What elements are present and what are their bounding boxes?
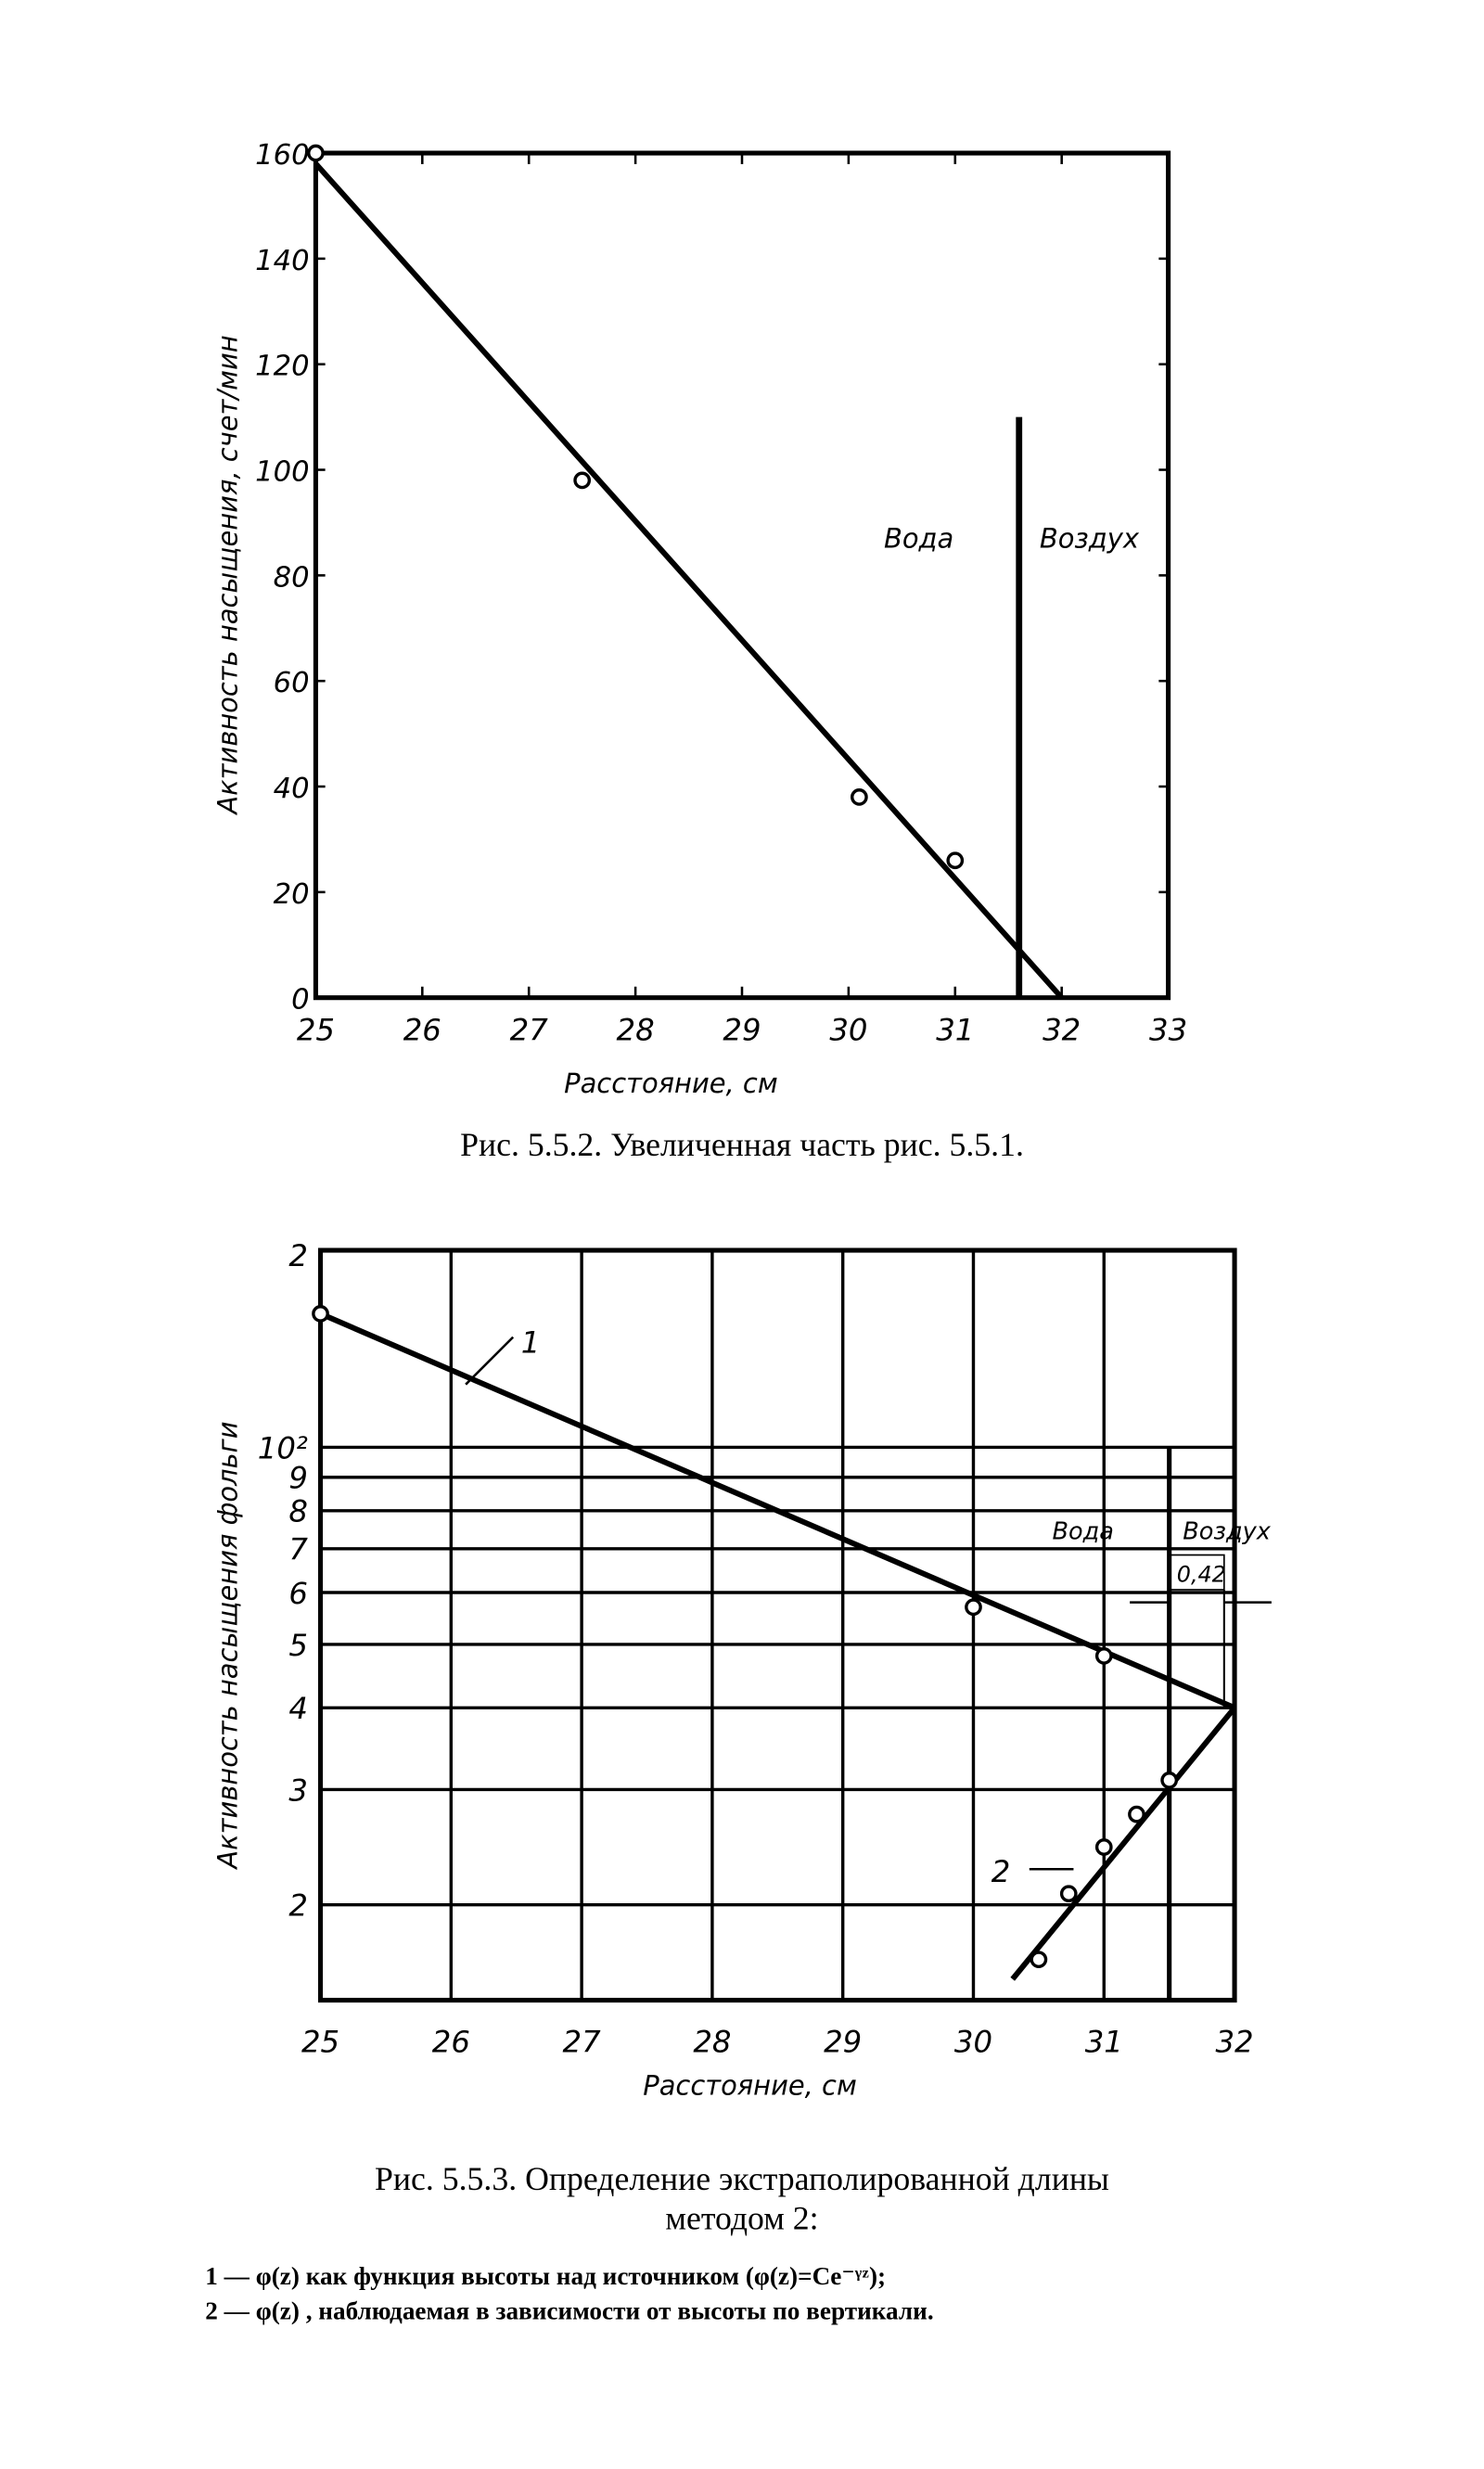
x-tick-label: 31 [1085,2025,1123,2060]
x-tick-label: 33 [1149,1013,1187,1048]
y-tick-label: 7 [288,1532,308,1567]
x-tick-label: 25 [297,1013,335,1048]
y-tick-label: 5 [288,1628,308,1663]
y-tick-label: 6 [288,1576,308,1611]
data-point-series-2 [1030,1951,1048,1969]
y-tick-label: 140 [255,245,309,277]
y-tick-label: 20 [274,878,310,911]
x-tick-label: 30 [954,2025,992,2060]
data-point-series-1 [312,1305,329,1323]
x-tick-label: 25 [301,2025,339,2060]
label-0-42: 0,42 [1177,1561,1226,1587]
label-water: Вода [884,523,953,555]
data-point-series-1 [965,1598,982,1617]
x-tick-label: 28 [693,2025,731,2060]
data-point-series-2 [1128,1805,1145,1823]
chart-extrapolated-length: Активность насыщения фольги Расстояние, … [205,1238,1272,2324]
data-point-series-2 [1160,1772,1179,1789]
figure-caption-5-5-3-line2: методом 2: [665,2199,818,2236]
series-label: 2 [991,1854,1011,1889]
y-axis-label: Активность насыщения, счет/мин [211,335,243,815]
data-point-series-1 [1094,1647,1113,1665]
y-tick-label: 10² [258,1430,308,1465]
x-tick-label: 32 [1043,1013,1081,1048]
x-tick-label: 28 [617,1013,655,1048]
y-tick-label: 9 [288,1461,308,1496]
y-tick-label: 60 [274,667,310,699]
y-tick-label: 2 [288,1238,308,1273]
y-axis-label: Активность насыщения фольги [211,1421,243,1870]
fit-line [313,161,1064,1000]
series-line-1 [319,1311,1236,1711]
data-point [573,471,592,490]
x-tick-label: 29 [723,1013,761,1048]
x-tick-label: 27 [563,2025,602,2060]
x-tick-label: 29 [824,2025,862,2060]
y-tick-label: 4 [288,1691,308,1726]
plot-frame [317,1247,1237,2003]
data-point [946,851,965,870]
x-tick-label: 30 [829,1013,867,1048]
label-air: Воздух [1183,1518,1271,1546]
series-label-leader [465,1336,515,1386]
series-line-2 [1010,1706,1237,1981]
data-point [851,788,868,806]
data-point-series-2 [1059,1885,1078,1903]
figure-caption-5-5-3-line1: Рис. 5.5.3. Определение экстраполированн… [375,2160,1109,2197]
y-tick-label: 160 [255,139,309,172]
label-air: Воздух [1040,523,1140,555]
y-tick-label: 8 [288,1494,308,1529]
series-label: 1 [521,1325,541,1361]
x-axis-label: Расстояние, см [643,2070,857,2102]
chart-saturation-activity: Активность насыщения, счет/мин Расстояни… [211,139,1187,1163]
x-tick-label: 31 [936,1013,974,1048]
data-point [307,144,325,162]
x-tick-label: 26 [403,1013,441,1048]
y-tick-label: 100 [255,455,309,488]
y-tick-label: 120 [255,351,309,383]
y-tick-label: 40 [274,773,310,805]
plot-frame [313,150,1171,1001]
data-point-series-2 [1094,1838,1113,1856]
legend-item-2: 2 — φ(z) , наблюдаемая в зависимости от … [205,2296,933,2324]
y-tick-label: 3 [288,1772,308,1808]
y-tick-label: 0 [291,984,310,1017]
y-tick-label: 2 [288,1888,308,1924]
x-tick-label: 26 [432,2025,470,2060]
annotation-box [1168,1554,1225,1591]
x-axis-label: Расстояние, см [564,1068,778,1099]
figure-caption-5-5-2: Рис. 5.5.2. Увеличенная часть рис. 5.5.1… [460,1126,1024,1163]
y-tick-label: 80 [274,561,310,594]
legend-item-1: 1 — φ(z) как функция высоты над источник… [205,2262,886,2290]
x-tick-label: 27 [510,1013,549,1048]
x-tick-label: 32 [1215,2025,1253,2060]
